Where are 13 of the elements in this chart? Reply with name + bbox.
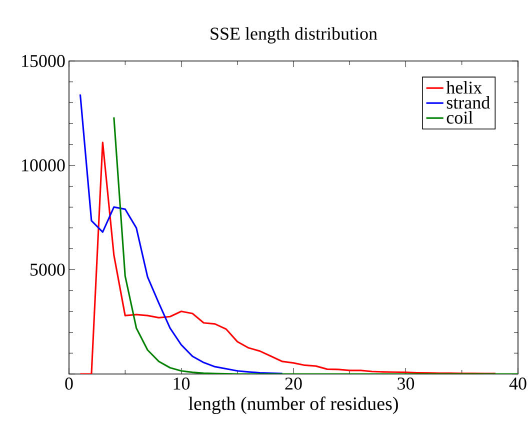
legend-label: strand [446,96,490,109]
legend-label: coil [446,111,473,124]
chart-title: SSE length distribution [210,27,378,44]
y-tick-label: 15000 [22,54,65,68]
x-tick-label: 0 [65,378,73,390]
y-tick-label: 5000 [30,264,65,276]
y-tick-label: 10000 [22,159,65,172]
x-tick-label: 40 [509,378,526,390]
x-tick-label: 20 [285,378,302,390]
legend-label: helix [446,81,482,94]
x-tick-label: 10 [174,378,190,390]
x-tick-label: 30 [398,378,414,390]
x-axis-title: length (number of residues) [188,396,398,414]
